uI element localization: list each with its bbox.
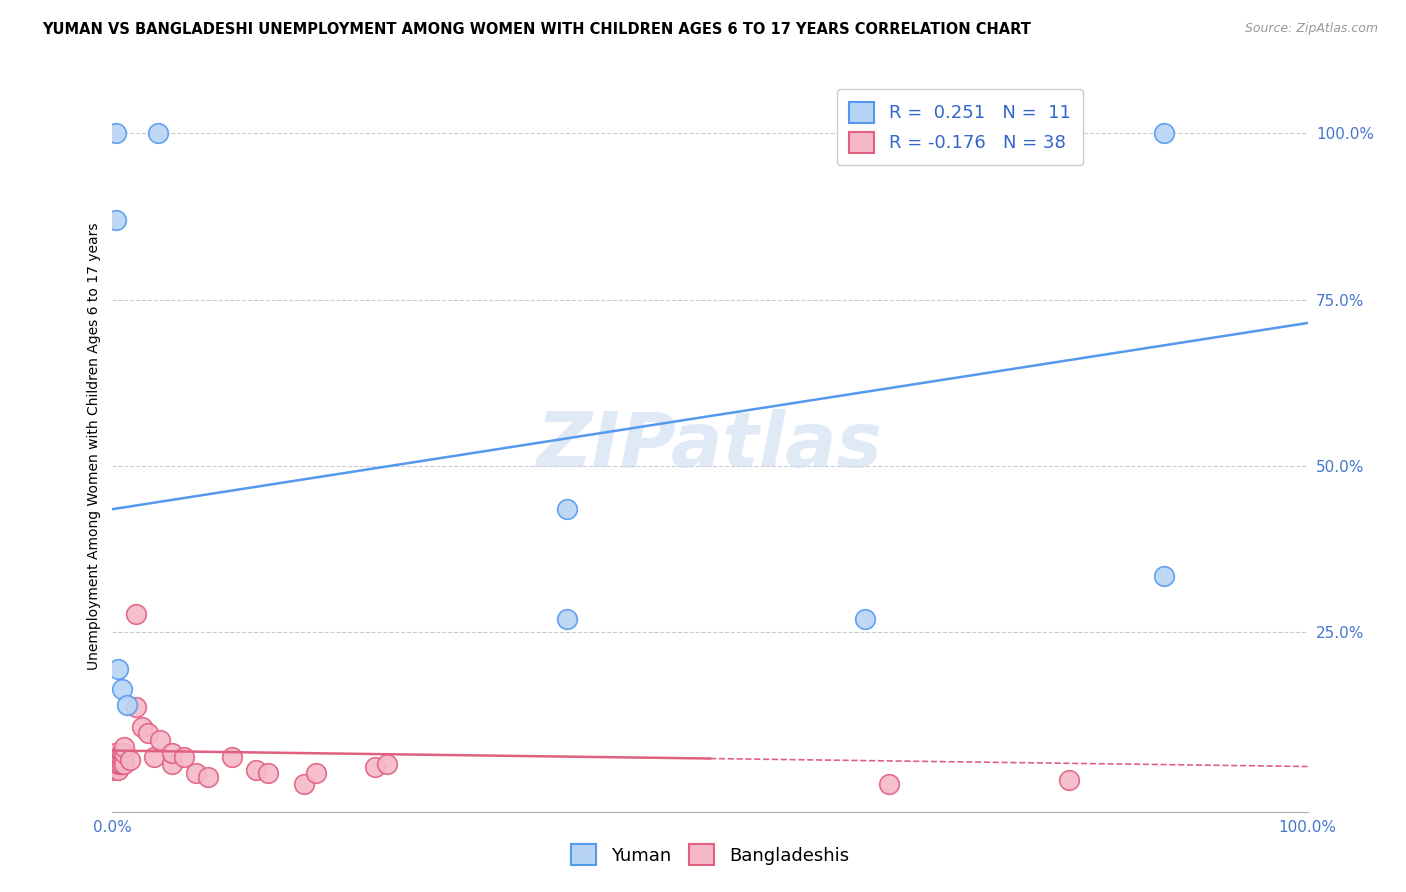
Point (107, 750, 129, 764)
Point (114, 746, 135, 760)
Point (107, 764, 129, 778)
Point (114, 739, 135, 754)
Point (125, 699, 148, 714)
Text: Source: ZipAtlas.com: Source: ZipAtlas.com (1244, 22, 1378, 36)
Point (105, 127, 128, 141)
Point (555, 502, 578, 516)
Point (105, 213, 128, 227)
Point (107, 756, 129, 771)
Point (110, 753, 132, 767)
Point (115, 698, 138, 713)
Point (101, 748, 124, 763)
Point (364, 759, 387, 773)
Point (111, 746, 134, 760)
Point (292, 777, 315, 791)
Point (162, 746, 183, 760)
Point (143, 750, 166, 764)
Point (101, 756, 124, 771)
Point (111, 756, 134, 771)
Point (186, 766, 208, 780)
Point (1153, 568, 1175, 582)
Point (1057, 772, 1080, 787)
Legend: Yuman, Bangladeshis: Yuman, Bangladeshis (560, 833, 860, 876)
Point (221, 750, 243, 764)
Text: YUMAN VS BANGLADESHI UNEMPLOYMENT AMONG WOMEN WITH CHILDREN AGES 6 TO 17 YEARS C: YUMAN VS BANGLADESHI UNEMPLOYMENT AMONG … (42, 22, 1031, 37)
Y-axis label: Unemployment Among Women with Children Ages 6 to 17 years: Unemployment Among Women with Children A… (87, 222, 101, 670)
Point (112, 753, 135, 767)
Point (1153, 127, 1175, 141)
Point (377, 756, 399, 771)
Point (131, 720, 153, 734)
Point (162, 756, 183, 771)
Point (125, 607, 148, 621)
Point (149, 732, 172, 747)
Point (304, 766, 326, 780)
Point (120, 753, 142, 767)
Point (877, 777, 900, 791)
Point (138, 726, 160, 740)
Point (853, 612, 877, 626)
Point (111, 681, 134, 696)
Point (197, 770, 219, 784)
Point (105, 759, 128, 773)
Point (107, 662, 129, 676)
Point (104, 746, 127, 760)
Point (114, 756, 135, 771)
Point (555, 612, 578, 626)
Point (173, 750, 195, 764)
Point (105, 753, 128, 767)
Point (101, 764, 124, 778)
Point (257, 766, 280, 780)
Point (108, 756, 131, 771)
Point (146, 127, 169, 141)
Text: ZIPatlas: ZIPatlas (537, 409, 883, 483)
Point (245, 764, 267, 778)
